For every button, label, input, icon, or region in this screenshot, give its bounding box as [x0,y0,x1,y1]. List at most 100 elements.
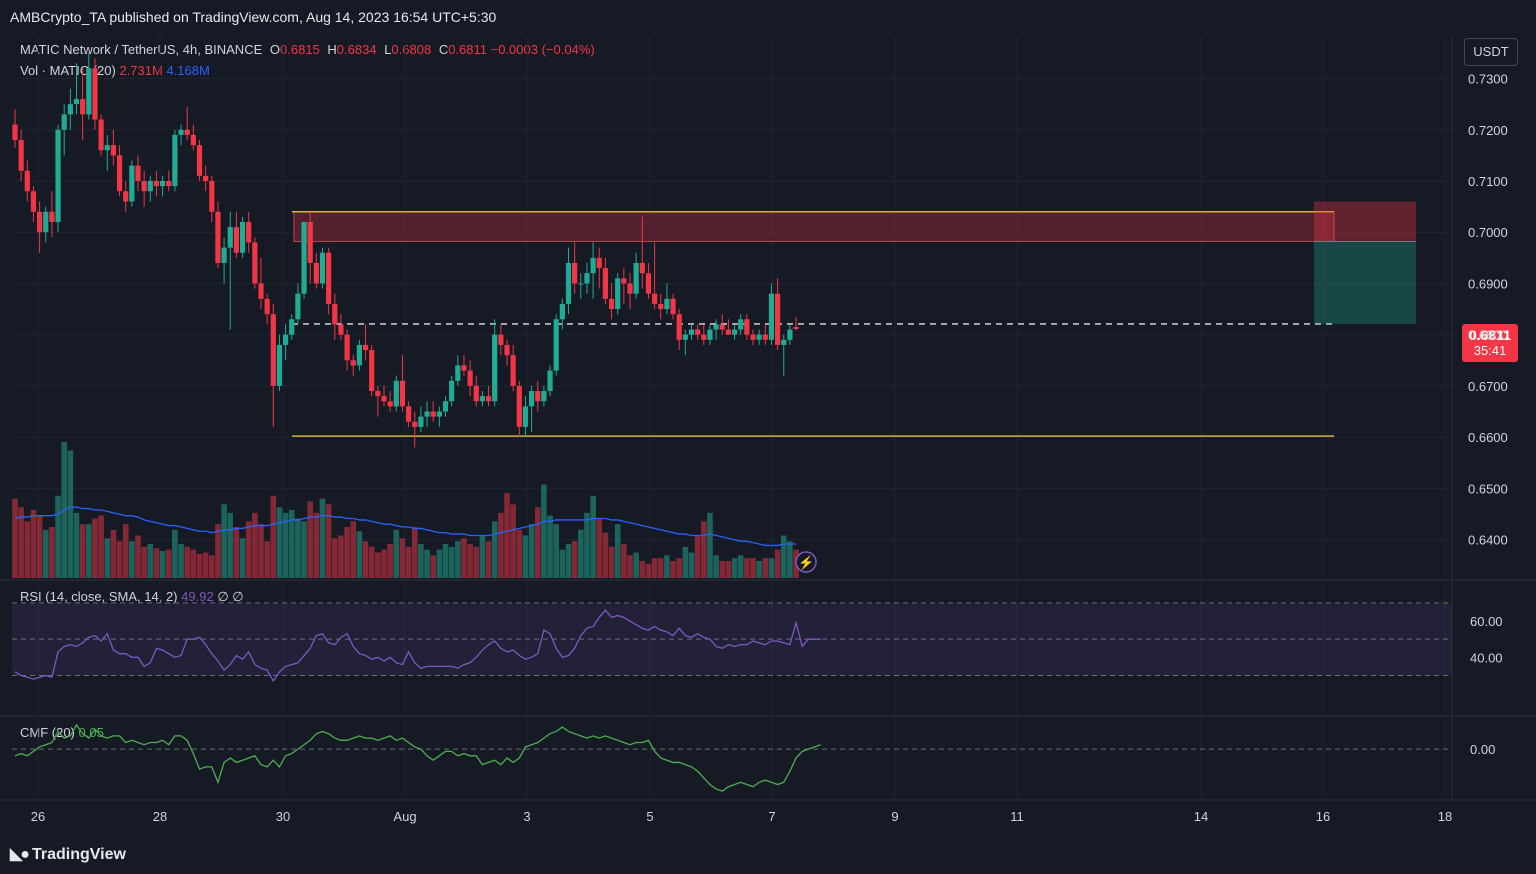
volume-bar [713,555,719,578]
change-value: −0.0003 (−0.04%) [490,42,595,57]
volume-bar [55,495,61,578]
volume-bar [707,512,713,578]
volume-bar [676,558,682,578]
volume-bar [258,524,264,578]
short-position-stop-zone [1314,201,1416,242]
volume-bar [467,544,473,578]
candle-body [258,283,264,299]
candle-body [449,380,455,402]
price-axis-label: 0.7000 [1468,225,1508,240]
volume-bar [172,529,178,578]
price-axis-label: 0.6400 [1468,533,1508,548]
volume-bar [184,546,190,578]
volume-bar [485,541,492,578]
candle-body [61,114,67,130]
candle-body [541,391,547,402]
price-axis-label: 0.7100 [1468,174,1508,189]
tradingview-logo[interactable]: ◣● TradingView [10,844,126,864]
candle-body [492,334,498,402]
candle-body [172,134,178,187]
volume-bar [381,549,387,578]
currency-button[interactable]: USDT [1464,38,1518,66]
time-axis-label: 3 [523,809,530,824]
cmf-pane [12,723,1452,792]
volume-bar [92,518,98,578]
low-value: 0.6808 [391,42,432,57]
candle-body [750,334,756,340]
candle-body [738,319,744,330]
candle-body [572,262,578,284]
volume-bar [147,544,154,578]
candle-body [55,129,61,222]
publisher-line: AMBCrypto_TA published on TradingView.co… [10,9,497,25]
candle-body [116,155,123,192]
volume-bar [98,515,104,578]
volume-bar [633,552,639,578]
rsi-extra: ∅ ∅ [217,589,244,604]
volume-bar [750,558,756,578]
candle-body [565,262,572,304]
volume-bar [405,546,412,578]
candle-body [412,421,418,427]
candle-body [633,262,639,294]
candle-body [418,416,424,427]
main-legend: MATIC Network / TetherUS, 4h, BINANCE O 0… [20,42,595,57]
volume-bar [24,521,31,578]
lightning-icon [795,551,817,573]
time-axis-label: 26 [31,809,45,824]
volume-bar [756,561,762,578]
cmf-label[interactable]: CMF (20) [20,725,75,740]
volume-bar [725,561,732,578]
volume-bar [332,538,338,578]
price-axis-label: 0.6800 [1468,328,1508,343]
high-key: H [327,42,337,57]
candle-body [123,191,129,202]
open-key: O [269,42,281,57]
volume-bar [516,529,523,578]
candle-body [307,221,313,263]
volume-bar [12,498,18,578]
rsi-label[interactable]: RSI (14, close, SMA, 14, 2) [20,589,178,604]
candle-body [227,227,233,248]
volume-bar [79,524,86,578]
volume-bar [276,507,283,578]
candle-body [430,411,436,417]
candle-body [375,391,381,397]
volume-bar [356,531,363,578]
candle-body [627,283,633,294]
cmf-legend: CMF (20) 0.05 [20,725,104,740]
volume-bar [448,546,455,578]
candle-body [37,211,43,233]
volume-label[interactable]: Vol · MATIC (20) [20,63,116,78]
volume-bar [627,555,633,578]
volume-bar [541,484,547,578]
volume-bar [227,512,234,578]
candle-body [547,370,553,392]
candle-body [602,268,608,299]
time-axis-label: 18 [1438,809,1452,824]
last-price-tag: 0.6811 35:41 [1462,324,1518,362]
volume-bar [307,501,313,578]
candle-body [498,334,504,345]
candle-body [406,406,412,422]
volume-bar [30,510,37,578]
candle-body [596,257,602,269]
volume-bar [178,544,184,578]
volume-bar [719,561,726,578]
candles [12,52,799,448]
candle-body [344,334,350,361]
volume-bar [559,549,566,578]
annotations [292,201,1416,437]
symbol-title[interactable]: MATIC Network / TetherUS, 4h, BINANCE [20,42,263,57]
candle-body [516,385,522,427]
time-axis-label: 5 [646,809,653,824]
candle-body [203,175,209,181]
candle-body [98,119,104,151]
volume-bar [571,541,578,578]
candle-body [744,319,750,335]
high-value: 0.6834 [336,42,377,57]
candle-body [369,350,375,392]
volume-bar [86,524,92,578]
volume-value: 2.731M [119,63,163,78]
